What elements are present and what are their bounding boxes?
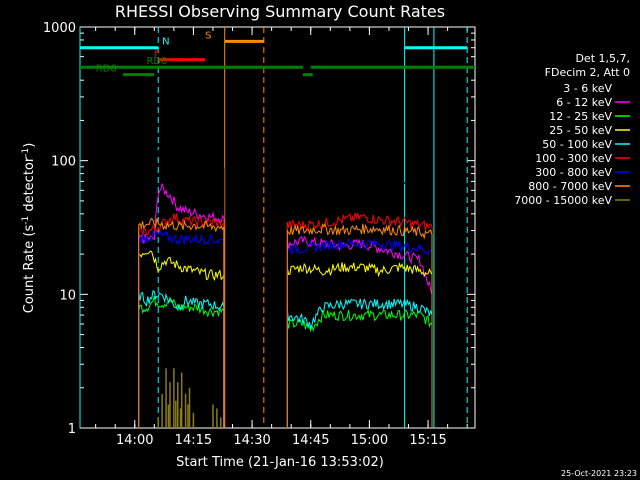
state-label-rd6: RD6: [96, 64, 117, 75]
series-300-800-kev-line: [138, 229, 225, 428]
series-12-25-kev-line: [286, 308, 433, 428]
legend-label: 12 - 25 keV: [549, 110, 612, 123]
x-tick-label: 15:00: [351, 433, 388, 448]
series-100-300-kev-line: [286, 212, 433, 428]
y-tick-label: 1: [68, 422, 76, 437]
legend-label: 7000 - 15000 keV: [514, 194, 612, 207]
y-tick-label: 10: [59, 288, 76, 303]
legend-header: FDecim 2, Att 0: [545, 66, 630, 79]
state-label-rd0: RD0: [146, 56, 167, 67]
legend-label: 25 - 50 keV: [549, 124, 612, 137]
series-50-100-kev-line: [286, 297, 433, 428]
x-tick-label: 15:15: [409, 433, 446, 448]
series-3-6-kev-line: [138, 147, 225, 428]
series-3-6-kev-line: [286, 168, 433, 428]
series-800-7000-kev-line: [138, 217, 225, 428]
series-300-800-kev-line: [286, 237, 433, 428]
series-6-12-kev-line: [286, 235, 433, 428]
legend-label: 800 - 7000 keV: [528, 180, 612, 193]
series-25-50-kev-line: [138, 250, 225, 428]
legend-label: 100 - 300 keV: [535, 152, 612, 165]
x-axis-label: Start Time (21-Jan-16 13:53:02): [176, 455, 384, 470]
chart-title: RHESSI Observing Summary Count Rates: [115, 2, 445, 21]
generation-timestamp: 25-Oct-2021 23:23: [561, 469, 637, 478]
x-tick-label: 14:30: [233, 433, 270, 448]
state-label-n: N: [162, 37, 169, 48]
state-label-s: S: [205, 30, 211, 41]
series-50-100-kev-line: [138, 289, 225, 428]
plot-area: 1000 100 10 1 14:00 14:15 14:30 14:45 15:00 15:15…: [43, 21, 476, 448]
series-25-50-kev-line: [286, 261, 433, 428]
legend-label: 3 - 6 keV: [563, 82, 612, 95]
x-tick-label: 14:15: [175, 433, 212, 448]
x-tick-label: 14:00: [116, 433, 153, 448]
legend-label: 50 - 100 keV: [542, 138, 612, 151]
series-800-7000-kev-line: [286, 222, 433, 428]
y-tick-label: 100: [51, 155, 76, 170]
y-tick-label: 1000: [43, 21, 76, 36]
state-label-f: F: [154, 49, 160, 60]
y-axis-label: Count Rate (s-1 detector-1): [21, 143, 37, 314]
series-12-25-kev-line: [138, 295, 225, 428]
legend-header: Det 1,5,7,: [575, 52, 630, 65]
legend-label: 300 - 800 keV: [535, 166, 612, 179]
x-tick-label: 14:45: [292, 433, 329, 448]
legend-label: 6 - 12 keV: [556, 96, 612, 109]
